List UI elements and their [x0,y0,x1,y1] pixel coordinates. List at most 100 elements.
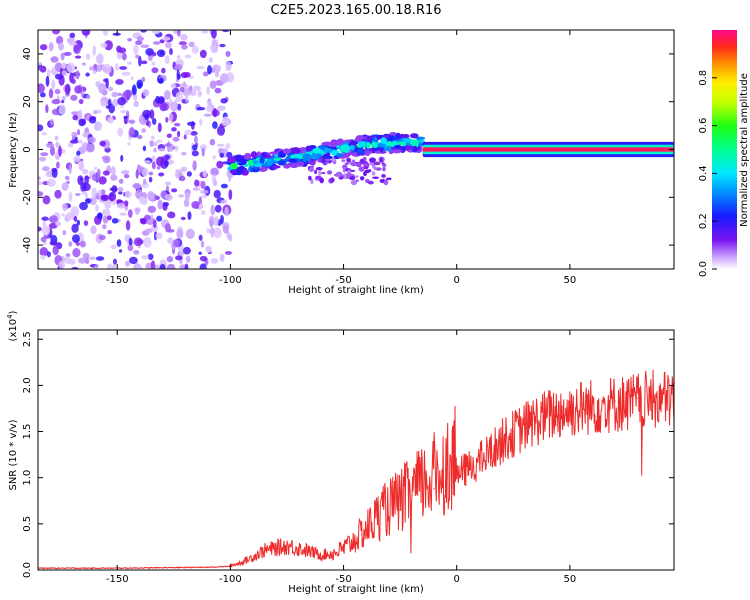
noise-blob [73,155,81,162]
noise-blob [165,116,169,123]
noise-blob [170,83,177,89]
signal-blob [402,136,412,144]
noise-blob [62,203,68,212]
snr-data-point [342,550,345,553]
signal-blob [376,134,382,140]
noise-blob [128,119,136,124]
signal-blob [262,152,267,158]
noise-blob [73,44,81,55]
noise-blob [212,108,218,118]
noise-blob [309,159,316,166]
noise-blob [51,98,61,105]
noise-blob [74,85,83,94]
noise-blob [130,76,134,81]
signal-blob [266,159,274,166]
noise-blob [41,166,50,172]
noise-blob [100,100,106,107]
noise-blob [95,204,99,212]
noise-blob [92,45,97,56]
noise-blob [172,136,180,142]
noise-blob [182,81,187,88]
noise-blob [176,229,184,239]
snr-y-label: SNR (10 * v/v) [8,419,19,490]
noise-blob [127,209,133,218]
noise-blob [102,170,110,176]
noise-blob [42,220,47,227]
noise-blob [221,30,230,33]
signal-blob [408,149,413,153]
noise-blob [148,171,154,176]
snr-data-point [309,553,311,555]
noise-blob [67,142,74,148]
noise-blob [100,42,108,49]
noise-blob [79,201,88,211]
x-tick-label: -150 [106,275,129,286]
noise-blob [156,165,161,170]
noise-blob [192,187,200,192]
y-tick-label: 0.0 [22,562,33,578]
noise-blob [214,71,220,78]
signal-blob [323,153,328,158]
snr-data-point [331,555,333,557]
noise-blob [38,191,44,197]
noise-blob [55,221,62,227]
y-tick-label: 2.0 [22,377,33,393]
noise-blob [138,55,142,67]
noise-blob [54,135,59,141]
noise-blob [184,129,192,136]
signal-blob [356,148,366,155]
noise-blob [163,154,170,161]
signal-blob [384,142,391,146]
noise-blob [164,41,172,49]
noise-blob [71,131,78,137]
noise-blob [208,57,214,63]
noise-blob [198,234,203,241]
noise-blob [164,55,170,64]
noise-blob [175,169,182,173]
noise-blob [213,216,219,227]
noise-blob [181,151,187,156]
noise-blob [202,71,209,77]
noise-blob [169,48,173,56]
noise-blob [46,251,51,258]
signal-blob [415,136,426,140]
noise-blob [224,206,229,217]
noise-blob [102,156,111,164]
noise-blob [117,97,127,106]
noise-blob [55,155,60,160]
noise-blob [213,227,222,239]
noise-blob [107,116,114,124]
noise-blob [120,170,130,175]
x-tick-label: 50 [564,275,577,286]
spectrogram-y-label: Frequency (Hz) [8,112,19,188]
noise-blob [70,94,78,101]
noise-blob [91,187,97,199]
noise-blob [68,42,78,46]
noise-blob [184,263,189,269]
snr-data-point [376,523,379,525]
noise-blob [84,175,89,185]
x-tick-label: -150 [106,574,129,585]
noise-blob [160,155,165,164]
noise-blob [116,239,122,247]
noise-blob [79,240,86,248]
noise-blob [346,172,352,178]
noise-blob [152,142,158,147]
y-tick-label: 1.5 [22,424,33,440]
noise-blob [358,166,365,172]
noise-blob [191,45,199,54]
noise-blob [95,256,105,261]
noise-blob [199,49,207,59]
noise-blob [76,150,81,156]
noise-blob [219,253,225,262]
noise-blob [225,50,231,58]
noise-blob [98,234,106,241]
noise-blob [57,42,64,51]
noise-blob [158,172,165,177]
noise-blob [167,211,176,219]
y-tick-label: 1.0 [22,470,33,486]
noise-blob [71,223,79,233]
noise-blob [58,260,66,269]
signal-blob [355,135,365,141]
noise-blob [150,260,156,269]
